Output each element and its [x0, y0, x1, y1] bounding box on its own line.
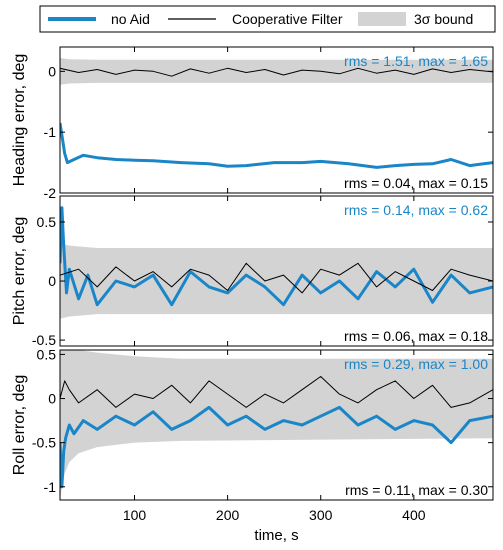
- x-axis-label: time, s: [254, 527, 298, 544]
- panels: -2 -1 0 Heading error, deg rms = 1.51, max =…: [11, 46, 494, 544]
- y-tick-label: 0: [48, 273, 56, 289]
- axes-frame: [59, 195, 494, 347]
- panel-1: -2 -1 0 Heading error, deg rms = 1.51, max =…: [11, 46, 494, 201]
- plot-area: [60, 350, 493, 500]
- y-axis-label: Heading error, deg: [11, 54, 28, 187]
- bound-band: [60, 243, 493, 319]
- y-tick-label: 0.5: [37, 346, 57, 362]
- series-cooperative-filter-line: [60, 262, 493, 294]
- stats-annotation-cooperative-filter: rms = 0.11, max = 0.30: [345, 482, 488, 498]
- y-axis-label: Pitch error, deg: [11, 217, 28, 326]
- y-tick-label: -1: [44, 479, 57, 495]
- x-tick-label: 200: [216, 507, 240, 523]
- series-no-aid-line: [60, 405, 493, 489]
- x-tick-label: 100: [123, 507, 147, 523]
- y-tick-label: 0: [48, 391, 56, 407]
- y-tick-label: -2: [44, 185, 57, 201]
- panel-3: -1 -0.5 0 0.5 100 200 300 400 time, s Roll error,…: [11, 346, 494, 544]
- series-cooperative-filter-line: [60, 376, 493, 408]
- y-tick-label: 0.5: [37, 214, 57, 230]
- axes-frame: [59, 349, 494, 501]
- legend-label-no-aid: no Aid: [111, 11, 150, 27]
- stats-annotation-cooperative-filter: rms = 0.04, max = 0.15: [344, 175, 488, 191]
- series-cooperative-filter-line: [60, 67, 493, 77]
- series-no-aid-line: [60, 206, 493, 307]
- axes-frame: [59, 46, 494, 194]
- legend-label-cooperative-filter: Cooperative Filter: [232, 11, 343, 27]
- legend-swatch-bound: [358, 12, 406, 26]
- legend: no Aid Cooperative Filter 3σ bound: [39, 5, 496, 33]
- stats-annotation-cooperative-filter: rms = 0.06, max = 0.18: [344, 328, 488, 344]
- y-tick-label: 0: [48, 63, 56, 79]
- legend-label-bound: 3σ bound: [414, 11, 473, 27]
- x-tick-label: 400: [402, 507, 426, 523]
- bound-band: [60, 57, 493, 85]
- plot-area: [60, 206, 493, 319]
- x-tick-label: 300: [309, 507, 333, 523]
- y-tick-label: -0.5: [32, 435, 56, 451]
- y-tick-label: -1: [44, 124, 57, 140]
- y-tick-label: -0.5: [32, 332, 56, 348]
- plot-area: [60, 57, 493, 169]
- panel-2: -0.5 0 0.5 Pitch error, deg rms = 0.14, max …: [11, 195, 494, 348]
- stats-annotation-no-aid: rms = 0.14, max = 0.62: [344, 202, 488, 218]
- y-axis-label: Roll error, deg: [11, 375, 28, 476]
- stats-annotation-no-aid: rms = 1.51, max = 1.65: [344, 53, 488, 69]
- stats-annotation-no-aid: rms = 0.29, max = 1.00: [344, 356, 488, 372]
- series-no-aid-line: [60, 122, 493, 169]
- legend-box: [39, 5, 496, 33]
